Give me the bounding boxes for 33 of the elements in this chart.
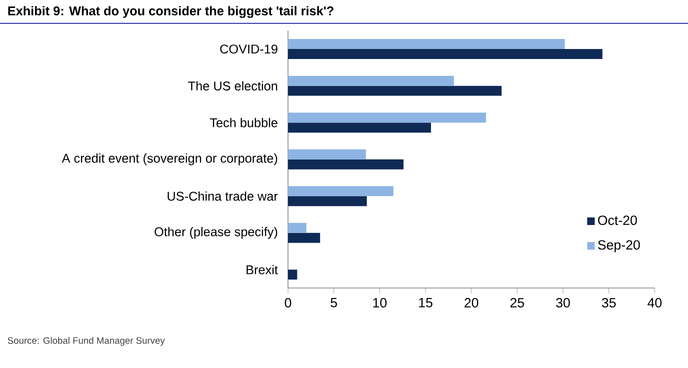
y-tick-label: A credit event (sovereign or corporate) bbox=[62, 153, 278, 166]
y-tick-label: US-China trade war bbox=[168, 191, 278, 201]
bar bbox=[288, 270, 298, 280]
bar bbox=[288, 112, 486, 123]
x-tick-label: 35 bbox=[602, 298, 616, 308]
bar bbox=[288, 222, 306, 233]
bar bbox=[288, 39, 565, 50]
x-tick-label: 30 bbox=[556, 298, 570, 308]
bar bbox=[288, 76, 454, 86]
y-tick-label: Brexit bbox=[246, 264, 278, 274]
y-tick-label: The US election bbox=[188, 81, 278, 90]
y-tick-label: Other (please specify) bbox=[154, 226, 278, 239]
bar bbox=[288, 232, 320, 243]
legend-label: Sep-20 bbox=[598, 240, 640, 252]
bar bbox=[288, 196, 367, 206]
bar bbox=[288, 149, 366, 160]
x-tick-label: 15 bbox=[419, 298, 432, 308]
bar bbox=[288, 86, 502, 96]
x-tick-label: 20 bbox=[464, 298, 478, 308]
bar bbox=[288, 186, 394, 196]
source-note: Source: Global Fund Manager Survey bbox=[8, 336, 165, 346]
x-tick-label: 0 bbox=[284, 298, 292, 308]
x-tick-label: 25 bbox=[510, 298, 524, 308]
x-tick-label: 5 bbox=[330, 298, 337, 308]
y-tick-label: Tech bubble bbox=[210, 118, 278, 128]
bar bbox=[288, 122, 431, 133]
bar bbox=[288, 49, 602, 60]
y-tick-label: COVID-19 bbox=[220, 44, 278, 54]
x-tick-label: 10 bbox=[373, 298, 387, 308]
bar bbox=[288, 159, 404, 170]
x-tick-label: 40 bbox=[648, 298, 662, 308]
text: Exhibit 9: What do you consider the biggest 'tail risk'? bbox=[8, 6, 334, 18]
legend-label: Oct-20 bbox=[598, 216, 637, 226]
